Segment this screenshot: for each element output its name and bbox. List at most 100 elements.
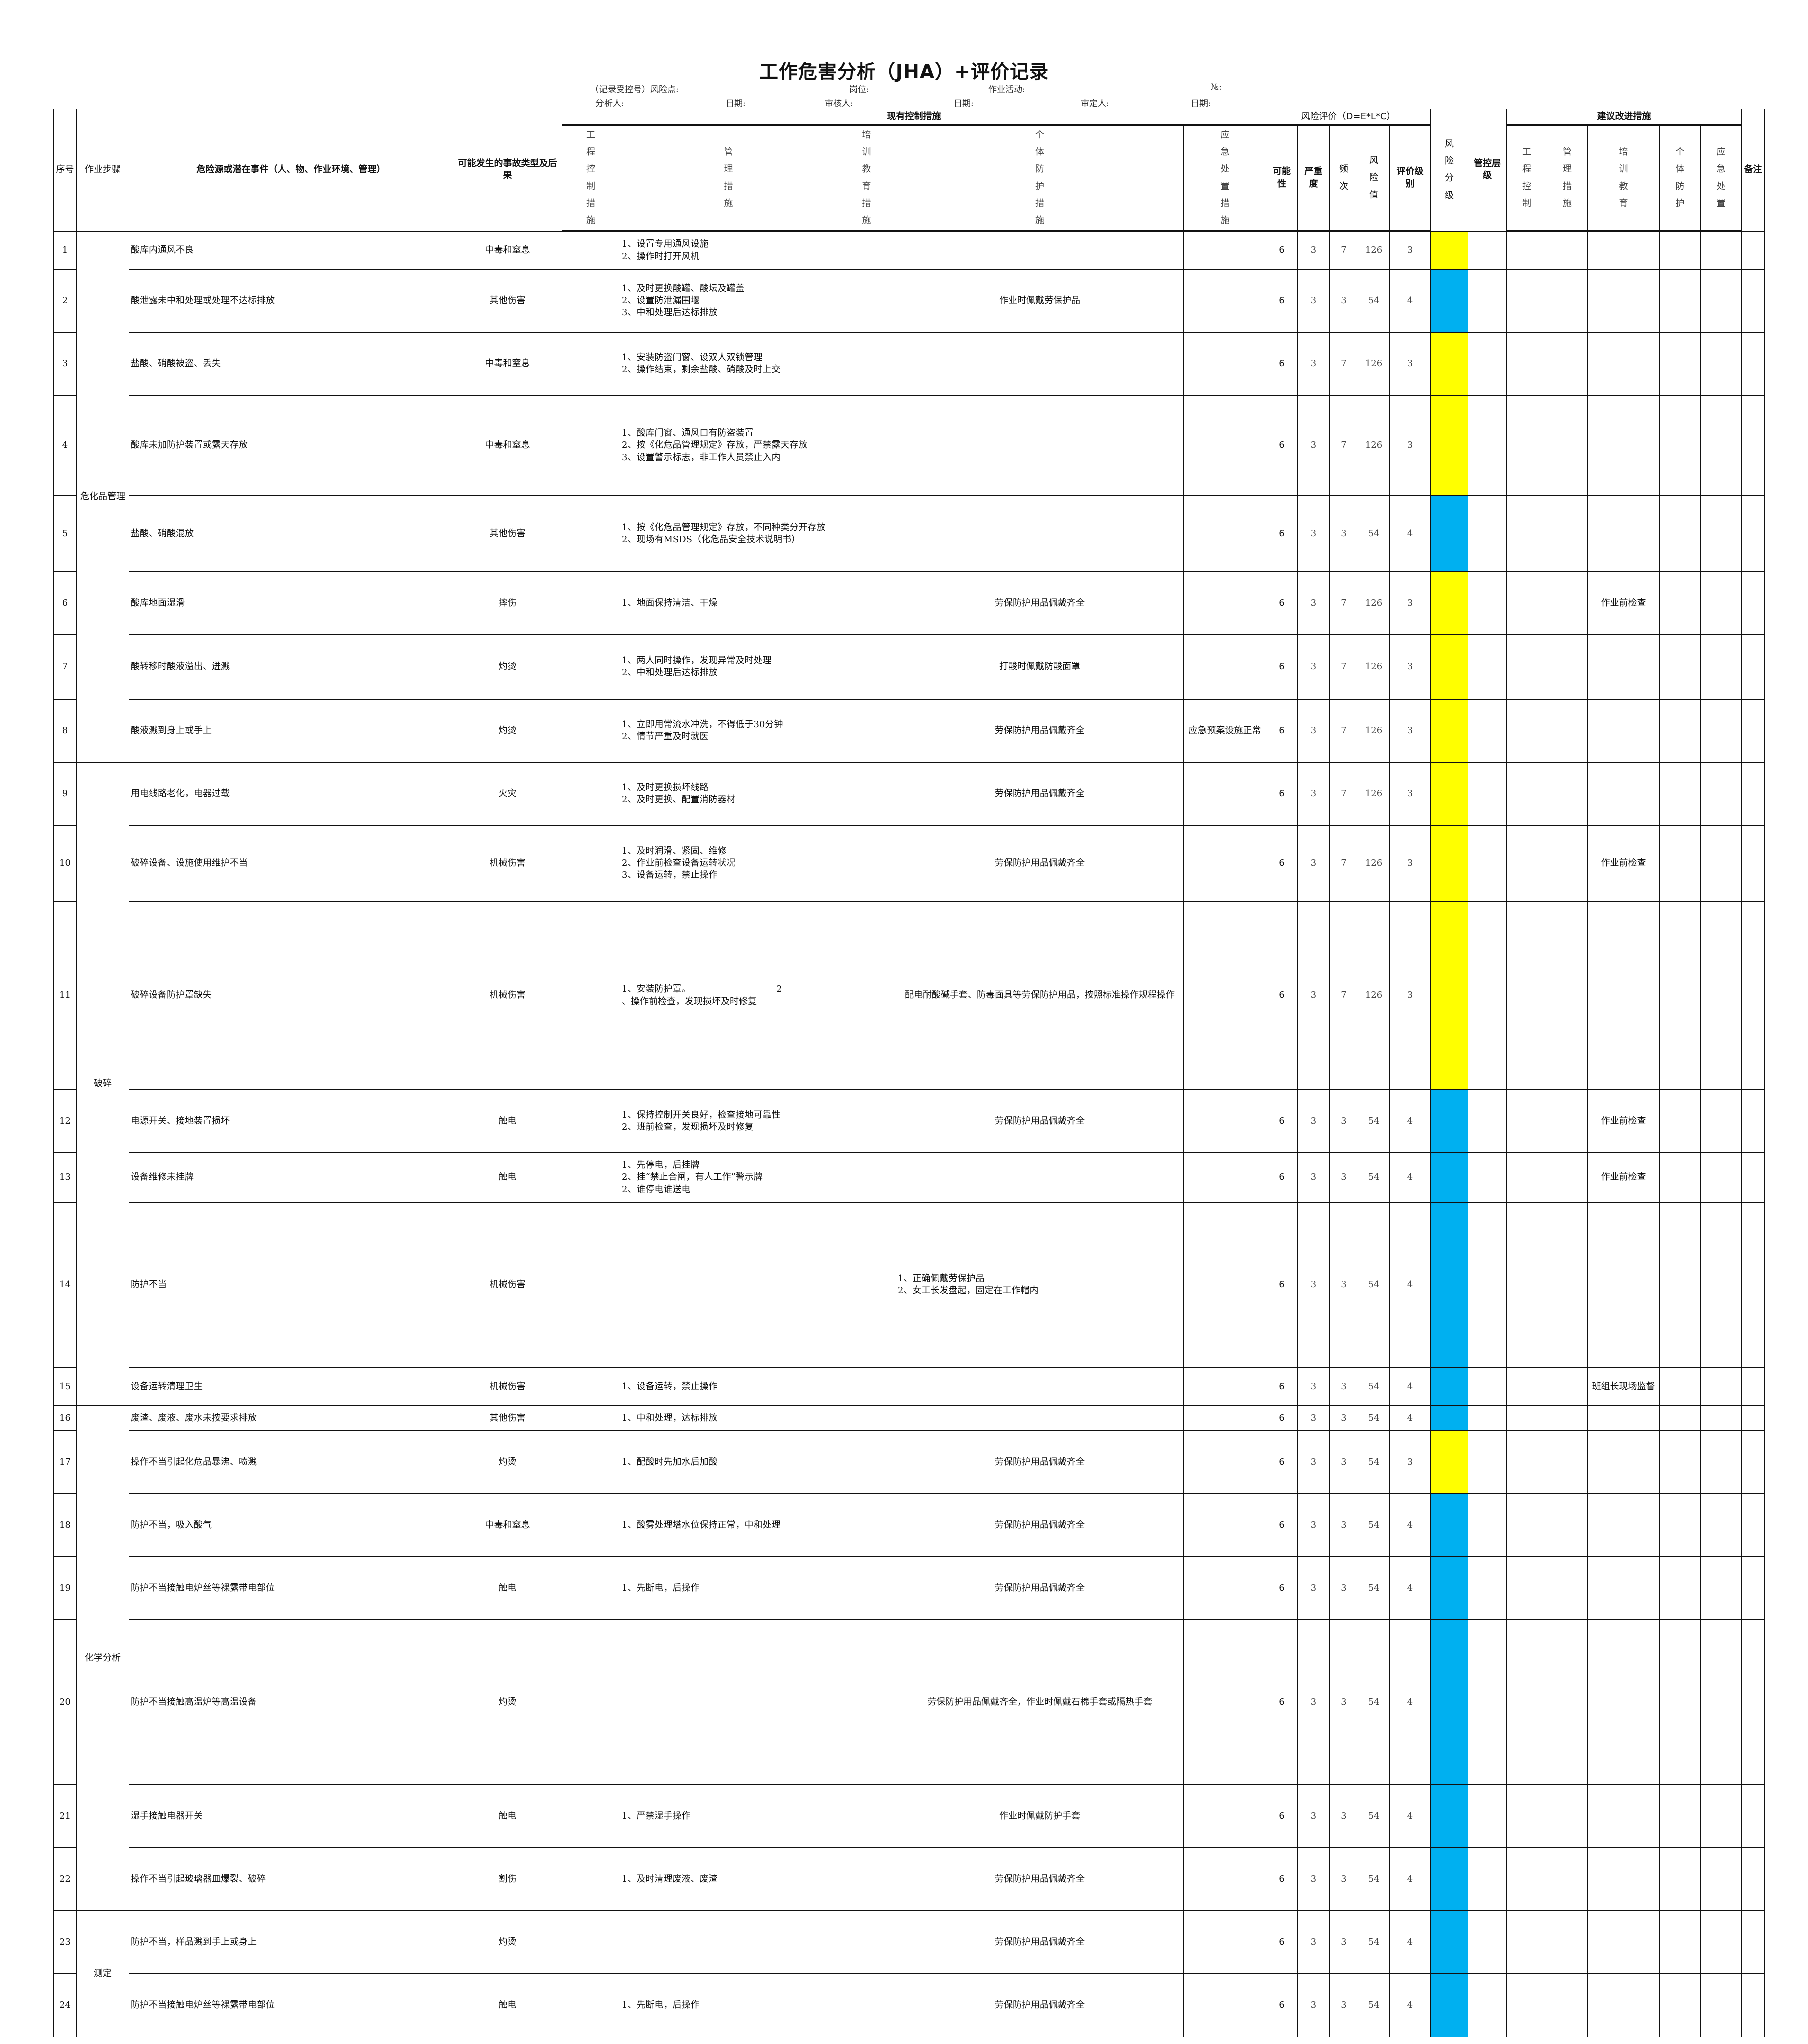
note-cell (1741, 901, 1765, 1090)
eval-level-value: 4 (1389, 269, 1431, 333)
mgmt-line: 2、操作结束，剩余盐酸、硝酸及时上交 (622, 364, 781, 375)
severity-value: 3 (1297, 699, 1330, 763)
existing-train-cell (837, 699, 896, 763)
improve-mgmt-cell (1547, 1367, 1588, 1406)
note-cell (1741, 1430, 1765, 1494)
row-number: 3 (53, 332, 77, 396)
existing-ppe-cell (896, 495, 1184, 572)
frequency-value: 3 (1329, 1089, 1358, 1153)
existing-eng-cell (562, 1367, 620, 1406)
control-level-cell (1468, 1493, 1507, 1557)
hazard-cell: 设备运转清理卫生 (129, 1367, 453, 1406)
risk-value: 126 (1358, 762, 1390, 826)
severity-value: 3 (1297, 269, 1330, 333)
existing-mgmt-cell: 1、中和处理，达标排放 (620, 1405, 837, 1431)
risk-grade-swatch (1430, 1089, 1469, 1153)
existing-train-cell (837, 1367, 896, 1406)
existing-eng-cell (562, 1202, 620, 1368)
mgmt-line: 2、情节严重及时就医 (622, 731, 709, 742)
improve-ppe-cell (1659, 231, 1701, 270)
existing-emerg-cell (1183, 1556, 1266, 1620)
existing-eng-cell (562, 1973, 620, 2037)
header-risk-evaluation: 风险评价（D=E*L*C） (1265, 109, 1431, 126)
improve-ppe-cell (1659, 395, 1701, 496)
header-note: 备注 (1741, 109, 1765, 232)
header-risk-grade-label: 风险分级 (1445, 138, 1454, 201)
likelihood-value: 6 (1266, 1973, 1298, 2037)
consequence-cell: 机械伤害 (453, 901, 562, 1090)
improve-ppe-cell (1659, 901, 1701, 1090)
header-label: 培训教育 (1619, 147, 1628, 209)
row-number: 7 (53, 634, 77, 700)
improve-ppe-cell (1659, 1367, 1701, 1406)
improve-train-cell (1587, 1202, 1660, 1368)
existing-train-cell (837, 495, 896, 572)
improve-train-cell (1587, 1910, 1660, 1974)
table-row: 10 破碎设备、设施使用维护不当 机械伤害 1、及时润滑、紧固、维修 2、作业前检查设备… (53, 825, 1765, 902)
mgmt-line: 1、及时更换损坏线路 (622, 782, 709, 793)
improve-eng-cell (1506, 901, 1548, 1090)
improve-eng-cell (1506, 332, 1548, 396)
improve-mgmt-cell (1547, 634, 1588, 700)
improve-mgmt-cell (1547, 1847, 1588, 1911)
hazard-cell: 废渣、废液、废水未按要求排放 (129, 1405, 453, 1431)
improve-train-cell (1587, 634, 1660, 700)
row-number: 19 (53, 1556, 77, 1620)
eval-level-value: 4 (1389, 1202, 1431, 1368)
table-row: 2 酸泄露未中和处理或处理不达标排放 其他伤害 1、及时更换酸罐、酸坛及罐盖 2、设置防… (53, 269, 1765, 333)
table-row: 17 操作不当引起化危品暴沸、喷溅 灼烫 1、配酸时先加水后加酸 劳保防护用品佩戴齐全 6… (53, 1430, 1765, 1494)
header-improve-ppe: 个体防护 (1659, 125, 1701, 233)
header-existing-mgmt: 管理措施 (620, 125, 837, 233)
improve-ppe-cell (1659, 269, 1701, 333)
improve-train-cell (1587, 1619, 1660, 1785)
header-label: 工程控制 (1522, 147, 1532, 209)
mgmt-line: 3、设置警示标志，非工作人员禁止入内 (622, 452, 781, 463)
header-label: 管理措施 (1563, 147, 1572, 209)
improve-emerg-cell (1700, 1367, 1742, 1406)
work-step: 破碎 (76, 762, 129, 1406)
control-level-cell (1468, 1556, 1507, 1620)
work-step: 化学分析 (76, 1405, 129, 1911)
table-row: 12 电源开关、接地装置损坏 触电 1、保持控制开关良好，检查接地可靠性 2、班前检查，… (53, 1089, 1765, 1153)
hazard-cell: 酸转移时酸液溢出、迸溅 (129, 634, 453, 700)
note-cell (1741, 1847, 1765, 1911)
note-cell (1741, 1619, 1765, 1785)
improve-train-cell: 班组长现场监督 (1587, 1367, 1660, 1406)
consequence-cell: 灼烫 (453, 1910, 562, 1974)
improve-mgmt-cell (1547, 231, 1588, 270)
improve-emerg-cell (1700, 495, 1742, 572)
existing-mgmt-cell: 1、设置专用通风设施 2、操作时打开风机 (620, 231, 837, 270)
frequency-value: 3 (1329, 1619, 1358, 1785)
existing-emerg-cell (1183, 1367, 1266, 1406)
consequence-cell: 机械伤害 (453, 825, 562, 902)
mgmt-line: 3、设备运转，禁止操作 (622, 870, 718, 881)
record-no-label: （记录受控号）风险点: (590, 85, 679, 95)
likelihood-value: 6 (1266, 762, 1298, 826)
consequence-cell: 触电 (453, 1089, 562, 1153)
hazard-cell: 破碎设备防护罩缺失 (129, 901, 453, 1090)
existing-mgmt-cell: 1、安装防盗门窗、设双人双锁管理 2、操作结束，剩余盐酸、硝酸及时上交 (620, 332, 837, 396)
improve-emerg-cell (1700, 1556, 1742, 1620)
mgmt-line: 1、按《化危品管理规定》存放，不同种类分开存放 (622, 522, 826, 533)
existing-emerg-cell (1183, 901, 1266, 1090)
existing-mgmt-cell: 1、设备运转，禁止操作 (620, 1367, 837, 1406)
control-level-cell (1468, 634, 1507, 700)
improve-eng-cell (1506, 1910, 1548, 1974)
existing-ppe-cell: 劳保防护用品佩戴齐全 (896, 1556, 1184, 1620)
improve-ppe-cell (1659, 571, 1701, 635)
improve-mgmt-cell (1547, 1405, 1588, 1431)
improve-mgmt-cell (1547, 1556, 1588, 1620)
existing-eng-cell (562, 231, 620, 270)
existing-mgmt-cell: 1、配酸时先加水后加酸 (620, 1430, 837, 1494)
row-number: 21 (53, 1784, 77, 1848)
header-existing-emerg: 应急处置措施 (1183, 125, 1266, 233)
consequence-cell: 触电 (453, 1152, 562, 1203)
header-existing-train: 培训教育措施 (837, 125, 896, 233)
hazard-cell: 酸泄露未中和处理或处理不达标排放 (129, 269, 453, 333)
improve-emerg-cell (1700, 1910, 1742, 1974)
header-label: 培训教育措施 (862, 130, 871, 226)
existing-eng-cell (562, 762, 620, 826)
table-row: 14 防护不当 机械伤害 1、正确佩戴劳保护品 2、女工长发盘起，固定在工作帽内 6 3 3… (53, 1202, 1765, 1368)
row-number: 24 (53, 1973, 77, 2037)
frequency-value: 7 (1329, 825, 1358, 902)
